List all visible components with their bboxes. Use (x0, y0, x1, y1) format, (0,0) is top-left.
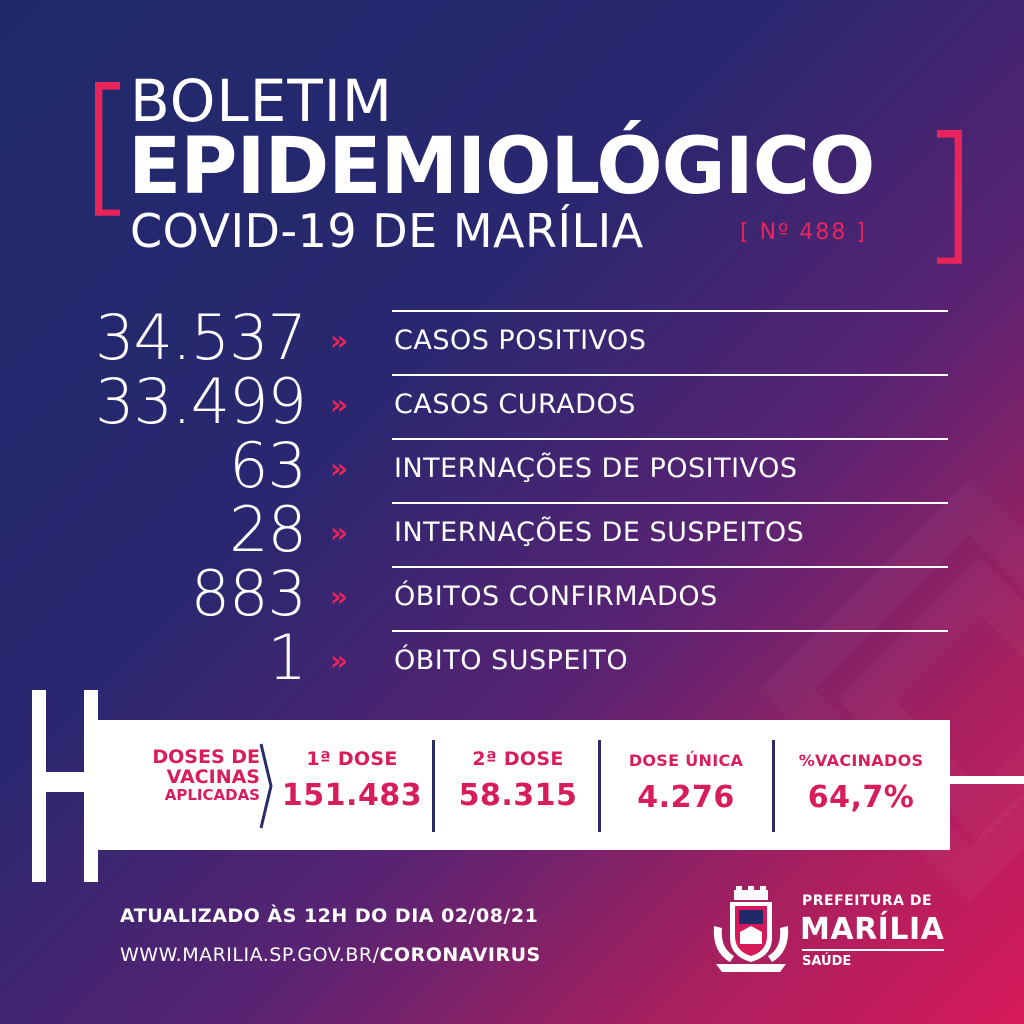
dose-value: 4.276 (637, 780, 735, 815)
doses-label-line2: VACINAS (166, 765, 260, 788)
edition-number: [ Nº 488 ] (740, 220, 867, 245)
stat-row: 28 » INTERNAÇÕES DE SUSPEITOS (0, 498, 1024, 562)
divider (392, 502, 948, 504)
title-boletim: BOLETIM (130, 67, 393, 135)
double-chevron-icon: » (330, 388, 348, 421)
double-chevron-icon: » (330, 324, 348, 357)
stat-row: 1 » ÓBITO SUSPEITO (0, 626, 1024, 690)
chevron-right-icon (259, 743, 273, 829)
stat-label: CASOS CURADOS (394, 389, 636, 420)
title-subtitle: COVID-19 DE MARÍLIA (130, 204, 644, 258)
divider (392, 566, 948, 568)
dose-value: 58.315 (458, 778, 578, 813)
syringe-plunger-rod (46, 772, 96, 792)
divider (392, 310, 948, 312)
stat-label: INTERNAÇÕES DE POSITIVOS (394, 453, 798, 484)
stat-label: CASOS POSITIVOS (394, 325, 647, 356)
dose-value: 151.483 (281, 778, 423, 813)
syringe-vaccine-panel: DOSES DE VACINAS APLICADAS 1ª DOSE 151.4… (0, 690, 1024, 890)
divider (432, 740, 435, 832)
brand-name: MARÍLIA (800, 912, 945, 947)
stat-value: 33.499 (95, 365, 307, 438)
dose-label: DOSE ÚNICA (628, 751, 744, 770)
dose-cell-vaccinated: %VACINADOS 64,7% (778, 720, 944, 850)
url-prefix: WWW.MARILIA.SP.GOV.BR/ (120, 944, 380, 966)
dose-label: 2ª DOSE (472, 748, 564, 770)
divider (772, 740, 775, 832)
stat-label: ÓBITO SUSPEITO (394, 645, 629, 676)
stat-label: INTERNAÇÕES DE SUSPEITOS (394, 517, 805, 548)
stat-value: 63 (229, 429, 307, 502)
dose-value: 64,7% (807, 780, 915, 815)
title-epidemiologico: EPIDEMIOLÓGICO (128, 122, 875, 212)
divider (802, 949, 944, 951)
stat-value: 34.537 (95, 301, 307, 374)
syringe-barrel: DOSES DE VACINAS APLICADAS 1ª DOSE 151.4… (98, 720, 950, 850)
updated-text: ATUALIZADO ÀS 12H DO DIA 02/08/21 (120, 905, 539, 927)
syringe-flange (84, 690, 98, 882)
doses-label-line3: APLICADAS (164, 785, 260, 804)
website-link[interactable]: WWW.MARILIA.SP.GOV.BR/CORONAVIRUS (120, 944, 541, 966)
stat-row: 63 » INTERNAÇÕES DE POSITIVOS (0, 434, 1024, 498)
url-suffix: CORONAVIRUS (379, 944, 541, 966)
doses-label: DOSES DE VACINAS APLICADAS (110, 746, 260, 804)
syringe-plunger (32, 690, 46, 882)
divider (392, 374, 948, 376)
dose-cell-first: 1ª DOSE 151.483 (278, 720, 426, 850)
divider (598, 740, 601, 832)
stat-value: 883 (190, 557, 307, 630)
double-chevron-icon: » (330, 580, 348, 613)
left-bracket: [ (78, 58, 137, 232)
stat-label: ÓBITOS CONFIRMADOS (394, 581, 718, 612)
double-chevron-icon: » (330, 644, 348, 677)
stat-row: 883 » ÓBITOS CONFIRMADOS (0, 562, 1024, 626)
crest-icon (713, 886, 789, 972)
syringe-needle (950, 776, 1024, 784)
divider (392, 630, 948, 632)
brand-line1: PREFEITURA DE (802, 893, 933, 909)
right-bracket: ] (920, 106, 979, 280)
dose-cell-single: DOSE ÚNICA 4.276 (604, 720, 768, 850)
dose-cell-second: 2ª DOSE 58.315 (440, 720, 596, 850)
double-chevron-icon: » (330, 516, 348, 549)
doses-label-line1: DOSES DE (152, 746, 260, 768)
stat-value: 1 (267, 621, 307, 694)
brand-department: SAÚDE (802, 954, 852, 969)
dose-label: 1ª DOSE (306, 748, 398, 770)
stat-row: 33.499 » CASOS CURADOS (0, 370, 1024, 434)
divider (392, 438, 948, 440)
double-chevron-icon: » (330, 452, 348, 485)
stat-value: 28 (229, 493, 307, 566)
stat-row: 34.537 » CASOS POSITIVOS (0, 306, 1024, 370)
dose-label: %VACINADOS (798, 751, 924, 770)
